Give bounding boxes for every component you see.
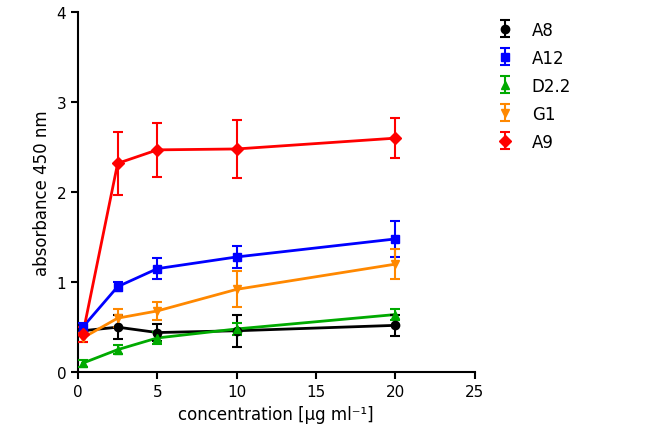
Y-axis label: absorbance 450 nm: absorbance 450 nm xyxy=(33,110,51,276)
X-axis label: concentration [μg ml⁻¹]: concentration [μg ml⁻¹] xyxy=(179,405,374,423)
Legend: A8, A12, D2.2, G1, A9: A8, A12, D2.2, G1, A9 xyxy=(487,21,571,151)
